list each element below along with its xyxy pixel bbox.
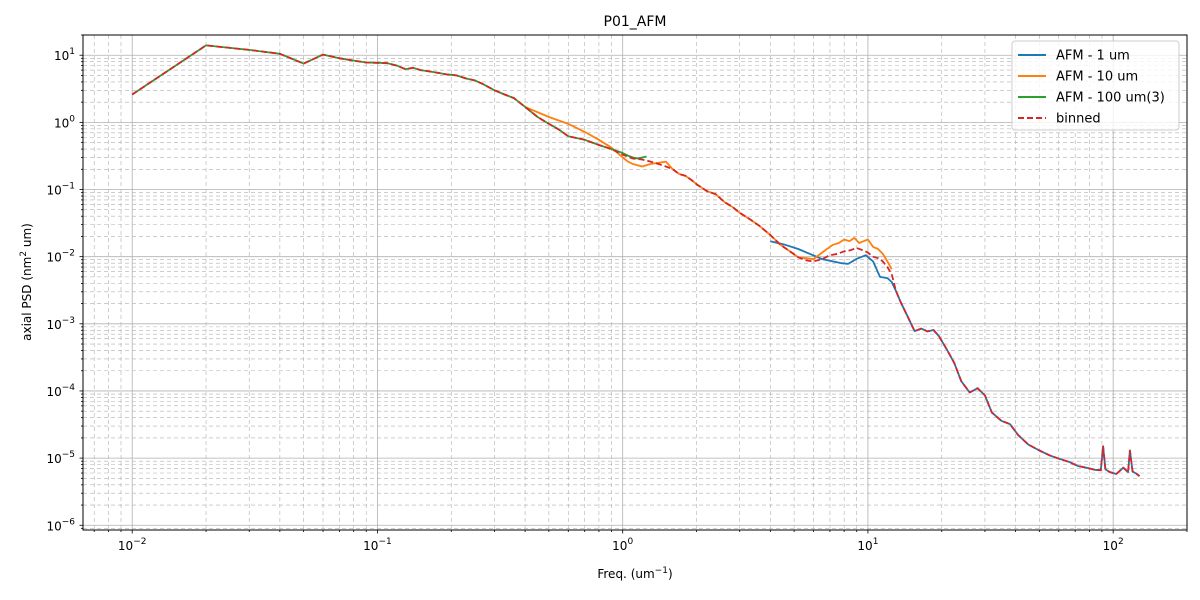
x-axis-label-tail: ) <box>668 567 673 581</box>
legend: AFM - 1 um AFM - 10 um AFM - 100 um(3) binn… <box>1011 40 1180 131</box>
y-axis-label-tail: um) <box>20 223 34 251</box>
x-tick-label: 101 <box>857 537 878 553</box>
legend-label: AFM - 100 um(3) <box>1056 91 1165 106</box>
x-axis-label: Freq. (um−1) <box>597 566 672 581</box>
x-tick-label: 10−2 <box>118 537 147 553</box>
x-tick-label: 100 <box>612 537 633 553</box>
legend-label: binned <box>1056 112 1101 127</box>
y-tick-label: 100 <box>54 114 75 130</box>
chart-title: P01_AFM <box>604 14 667 30</box>
x-tick-label: 102 <box>1103 537 1124 553</box>
y-tick-label: 10−5 <box>46 450 75 466</box>
x-axis-label-base: Freq. (um <box>597 567 654 581</box>
x-axis-label-sup: −1 <box>655 566 668 576</box>
y-axis-label-sup: 2 <box>19 251 29 257</box>
legend-box <box>1011 40 1180 131</box>
axis-ticks: 10−2 10−1 100 101 102 101 100 10−1 10−2 10−3 10−4 1… <box>46 34 1188 553</box>
y-tick-label: 10−3 <box>46 316 75 332</box>
y-tick-label: 101 <box>54 47 75 63</box>
grid <box>83 34 1188 530</box>
plot-lines <box>131 44 1141 477</box>
legend-label: AFM - 1 um <box>1056 49 1130 64</box>
plot-frame <box>82 34 1188 531</box>
series-line-4 <box>131 44 1141 477</box>
y-axis-label-base: axial PSD (nm <box>20 257 34 341</box>
y-tick-label: 10−2 <box>46 249 75 265</box>
legend-label: AFM - 10 um <box>1056 70 1138 85</box>
y-axis-label: axial PSD (nm2 um) <box>19 223 34 341</box>
y-tick-label: 10−4 <box>46 383 75 399</box>
y-tick-label: 10−1 <box>46 182 75 198</box>
x-tick-label: 10−1 <box>363 537 392 553</box>
y-tick-label: 10−6 <box>46 517 75 533</box>
